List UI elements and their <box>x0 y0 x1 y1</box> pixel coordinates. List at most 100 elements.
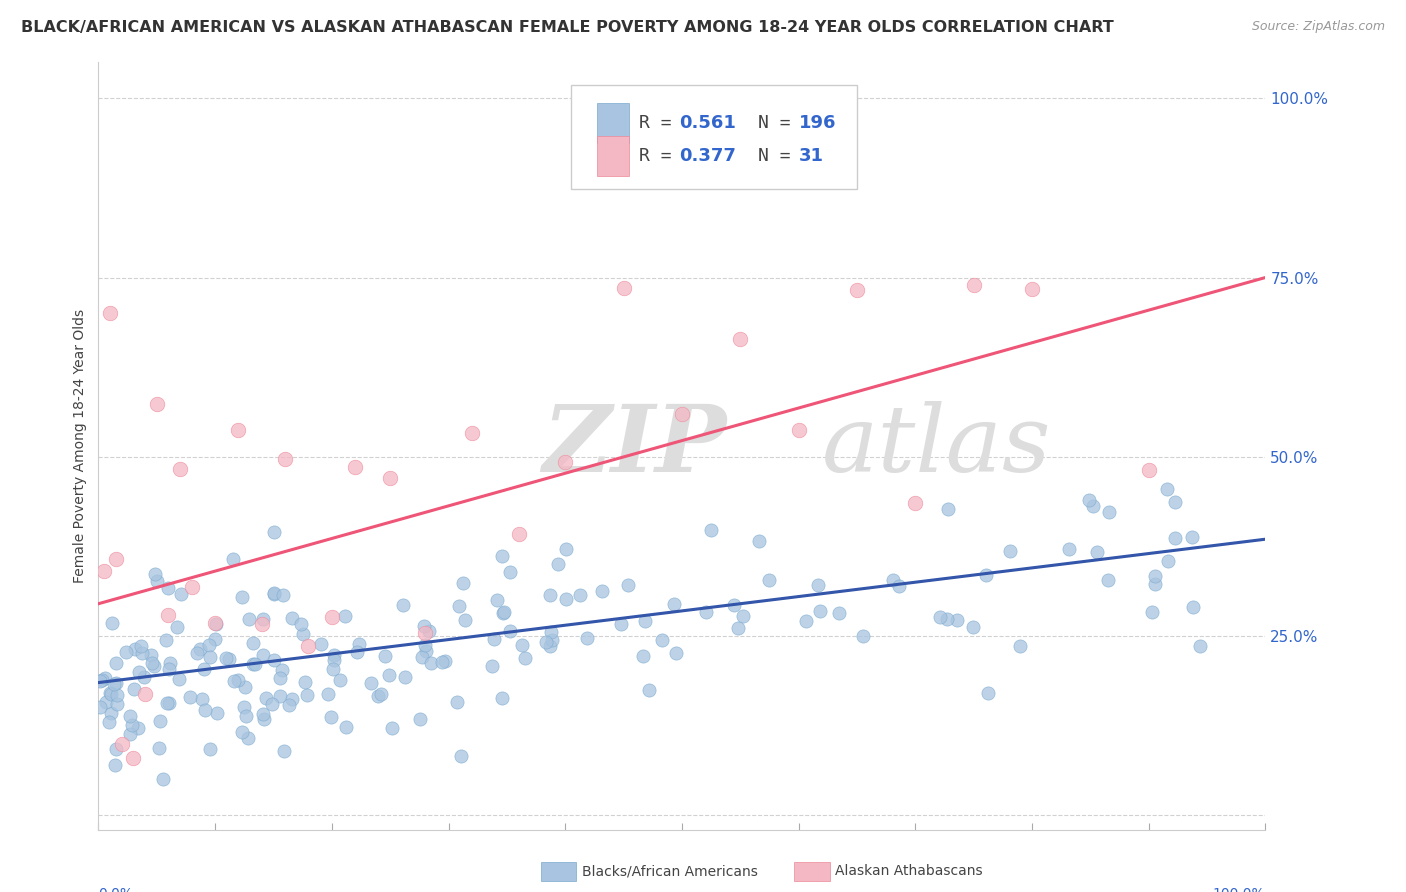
Point <box>962 277 984 292</box>
Point <box>616 578 638 592</box>
Point <box>139 648 162 662</box>
Point <box>146 397 169 411</box>
Point <box>322 661 344 675</box>
Point <box>105 741 128 756</box>
Text: 0.377: 0.377 <box>679 147 737 165</box>
Point <box>671 407 693 421</box>
Point <box>191 692 214 706</box>
Point <box>634 615 657 629</box>
Point <box>263 585 285 599</box>
Point <box>142 659 165 673</box>
Point <box>787 423 810 437</box>
Point <box>758 574 780 588</box>
Point <box>450 748 472 763</box>
Point <box>114 645 136 659</box>
Point <box>242 657 264 671</box>
Point <box>484 632 506 646</box>
Point <box>430 656 453 670</box>
Text: 100.0%: 100.0% <box>1213 887 1265 892</box>
Point <box>263 587 285 601</box>
Point <box>294 674 316 689</box>
Point <box>263 653 285 667</box>
FancyBboxPatch shape <box>596 103 630 143</box>
Point <box>290 616 312 631</box>
Text: atlas: atlas <box>823 401 1052 491</box>
Point <box>157 582 180 596</box>
Point <box>309 638 332 652</box>
Point <box>218 651 240 665</box>
Text: BLACK/AFRICAN AMERICAN VS ALASKAN ATHABASCAN FEMALE POVERTY AMONG 18-24 YEAR OLD: BLACK/AFRICAN AMERICAN VS ALASKAN ATHABA… <box>21 20 1114 35</box>
Point <box>392 599 415 613</box>
Point <box>263 525 285 540</box>
Point <box>638 683 661 698</box>
Point <box>179 690 201 704</box>
Point <box>1144 577 1167 591</box>
Point <box>1081 499 1104 513</box>
Point <box>152 772 174 787</box>
Point <box>936 612 959 626</box>
Point <box>127 721 149 735</box>
Point <box>1164 495 1187 509</box>
Point <box>122 751 145 765</box>
Point <box>609 617 631 632</box>
Point <box>453 576 475 591</box>
Point <box>233 680 256 694</box>
Point <box>231 590 253 604</box>
Point <box>1008 639 1031 653</box>
Point <box>807 578 830 592</box>
Point <box>700 523 723 537</box>
Point <box>929 610 952 624</box>
Point <box>180 580 202 594</box>
Point <box>269 690 291 704</box>
Point <box>98 306 121 320</box>
Point <box>575 631 598 645</box>
Point <box>242 636 264 650</box>
Point <box>281 611 304 625</box>
Point <box>204 616 226 631</box>
Point <box>370 687 392 701</box>
Point <box>271 588 294 602</box>
Point <box>270 664 292 678</box>
Point <box>733 608 755 623</box>
Point <box>846 284 869 298</box>
Point <box>134 687 156 701</box>
Point <box>204 632 226 647</box>
Point <box>89 699 111 714</box>
Point <box>277 698 299 712</box>
Point <box>124 642 146 657</box>
Text: N =: N = <box>758 114 801 132</box>
Point <box>794 614 817 628</box>
Point <box>1098 505 1121 519</box>
Point <box>274 452 297 467</box>
Point <box>413 625 436 640</box>
Text: 196: 196 <box>799 114 837 132</box>
Point <box>904 495 927 509</box>
Point <box>492 607 515 621</box>
Point <box>250 616 273 631</box>
Point <box>541 633 564 648</box>
Point <box>91 673 114 688</box>
Text: R =: R = <box>638 114 682 132</box>
Point <box>547 557 569 571</box>
Point <box>252 707 274 722</box>
Point <box>1097 573 1119 587</box>
Point <box>554 542 576 557</box>
Point <box>492 605 515 619</box>
Point <box>555 591 578 606</box>
Point <box>1085 545 1108 559</box>
Point <box>651 633 673 648</box>
Point <box>235 708 257 723</box>
Point <box>89 674 111 689</box>
Text: 0.561: 0.561 <box>679 114 737 132</box>
Text: R =: R = <box>638 147 682 165</box>
Point <box>215 651 238 665</box>
Point <box>633 649 655 664</box>
Point <box>1182 600 1205 615</box>
Point <box>367 690 389 704</box>
Point <box>730 332 752 346</box>
Point <box>415 638 437 652</box>
Point <box>131 646 153 660</box>
Point <box>394 670 416 684</box>
Point <box>748 533 770 548</box>
Point <box>1188 639 1211 653</box>
